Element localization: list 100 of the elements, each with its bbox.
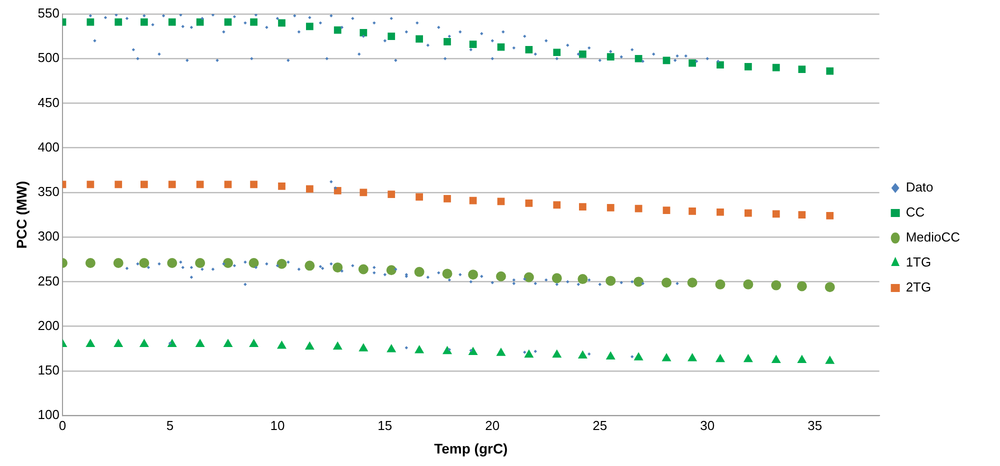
point	[662, 206, 670, 214]
point	[85, 258, 96, 268]
point	[86, 18, 94, 26]
point	[662, 56, 670, 64]
x-tick-label: 5	[166, 418, 174, 433]
point	[114, 18, 122, 26]
legend-label: 1TG	[906, 254, 932, 270]
point	[306, 22, 314, 30]
point	[276, 258, 287, 269]
point	[358, 264, 368, 274]
point	[743, 279, 754, 290]
x-tick-label: 35	[808, 418, 822, 433]
point	[688, 59, 696, 67]
y-tick-label: 450	[38, 94, 60, 110]
point	[744, 209, 752, 217]
point	[744, 62, 752, 70]
x-tick-label: 20	[485, 418, 500, 433]
point	[524, 272, 534, 282]
point	[196, 339, 204, 347]
point	[140, 339, 149, 347]
x-tick-label: 15	[378, 418, 392, 433]
point	[496, 348, 506, 356]
point	[469, 196, 477, 204]
point	[826, 212, 834, 220]
point	[113, 258, 124, 268]
point	[334, 26, 342, 34]
point	[414, 345, 424, 354]
point	[360, 29, 368, 36]
legend-label: MedioCC	[906, 230, 960, 245]
point	[360, 188, 368, 196]
y-tick-label: 200	[38, 318, 60, 333]
point	[305, 342, 314, 350]
point	[525, 200, 533, 207]
point	[277, 340, 286, 349]
point	[578, 203, 586, 210]
point	[796, 281, 807, 292]
point	[525, 46, 533, 54]
point	[249, 339, 258, 347]
point	[634, 54, 642, 62]
y-tick-label: 300	[38, 228, 60, 244]
point	[688, 353, 697, 362]
point	[468, 270, 478, 280]
point	[798, 355, 806, 364]
point	[114, 180, 122, 188]
point	[86, 339, 95, 347]
point	[771, 280, 782, 290]
y-tick-label: 400	[38, 139, 60, 154]
point	[386, 344, 396, 352]
point	[444, 195, 451, 202]
point	[86, 180, 94, 188]
point	[687, 278, 698, 288]
point	[578, 350, 588, 359]
point	[442, 346, 452, 354]
point	[306, 185, 314, 193]
x-tick-label: 0	[58, 418, 66, 433]
point	[442, 268, 452, 279]
y-axis-title: PCC (MW)	[13, 180, 30, 249]
point	[334, 187, 342, 194]
point	[824, 282, 835, 292]
point	[444, 38, 451, 46]
y-tick-label: 550	[38, 6, 60, 21]
x-tick-label: 10	[270, 418, 285, 433]
point	[248, 258, 259, 268]
point	[386, 265, 396, 276]
point	[250, 180, 258, 188]
point	[304, 260, 315, 271]
point	[139, 258, 150, 268]
point	[772, 64, 780, 72]
y-tick-label: 150	[38, 362, 60, 378]
point	[715, 279, 726, 290]
point	[772, 210, 780, 218]
point	[634, 352, 643, 360]
point	[167, 258, 178, 268]
legend-label: CC	[906, 204, 925, 220]
point	[140, 18, 148, 26]
point	[416, 193, 423, 201]
point	[553, 48, 561, 56]
point	[634, 204, 642, 212]
point	[578, 50, 586, 58]
point	[606, 352, 616, 360]
point	[114, 339, 123, 347]
y-tick-label: 250	[38, 273, 60, 288]
point	[662, 278, 672, 288]
point	[688, 208, 696, 215]
point	[359, 344, 368, 352]
x-tick-label: 25	[592, 418, 608, 433]
y-tick-label: 350	[38, 184, 60, 200]
point	[496, 271, 506, 282]
point	[634, 276, 644, 287]
point	[224, 180, 232, 188]
point	[223, 258, 234, 268]
point	[168, 180, 176, 188]
x-tick-label: 30	[700, 418, 715, 433]
point	[388, 32, 396, 40]
point	[578, 274, 588, 284]
point	[552, 273, 562, 284]
x-axis-title: Temp (grC)	[434, 440, 508, 456]
point	[606, 53, 614, 61]
point	[250, 18, 258, 26]
point	[798, 211, 806, 218]
